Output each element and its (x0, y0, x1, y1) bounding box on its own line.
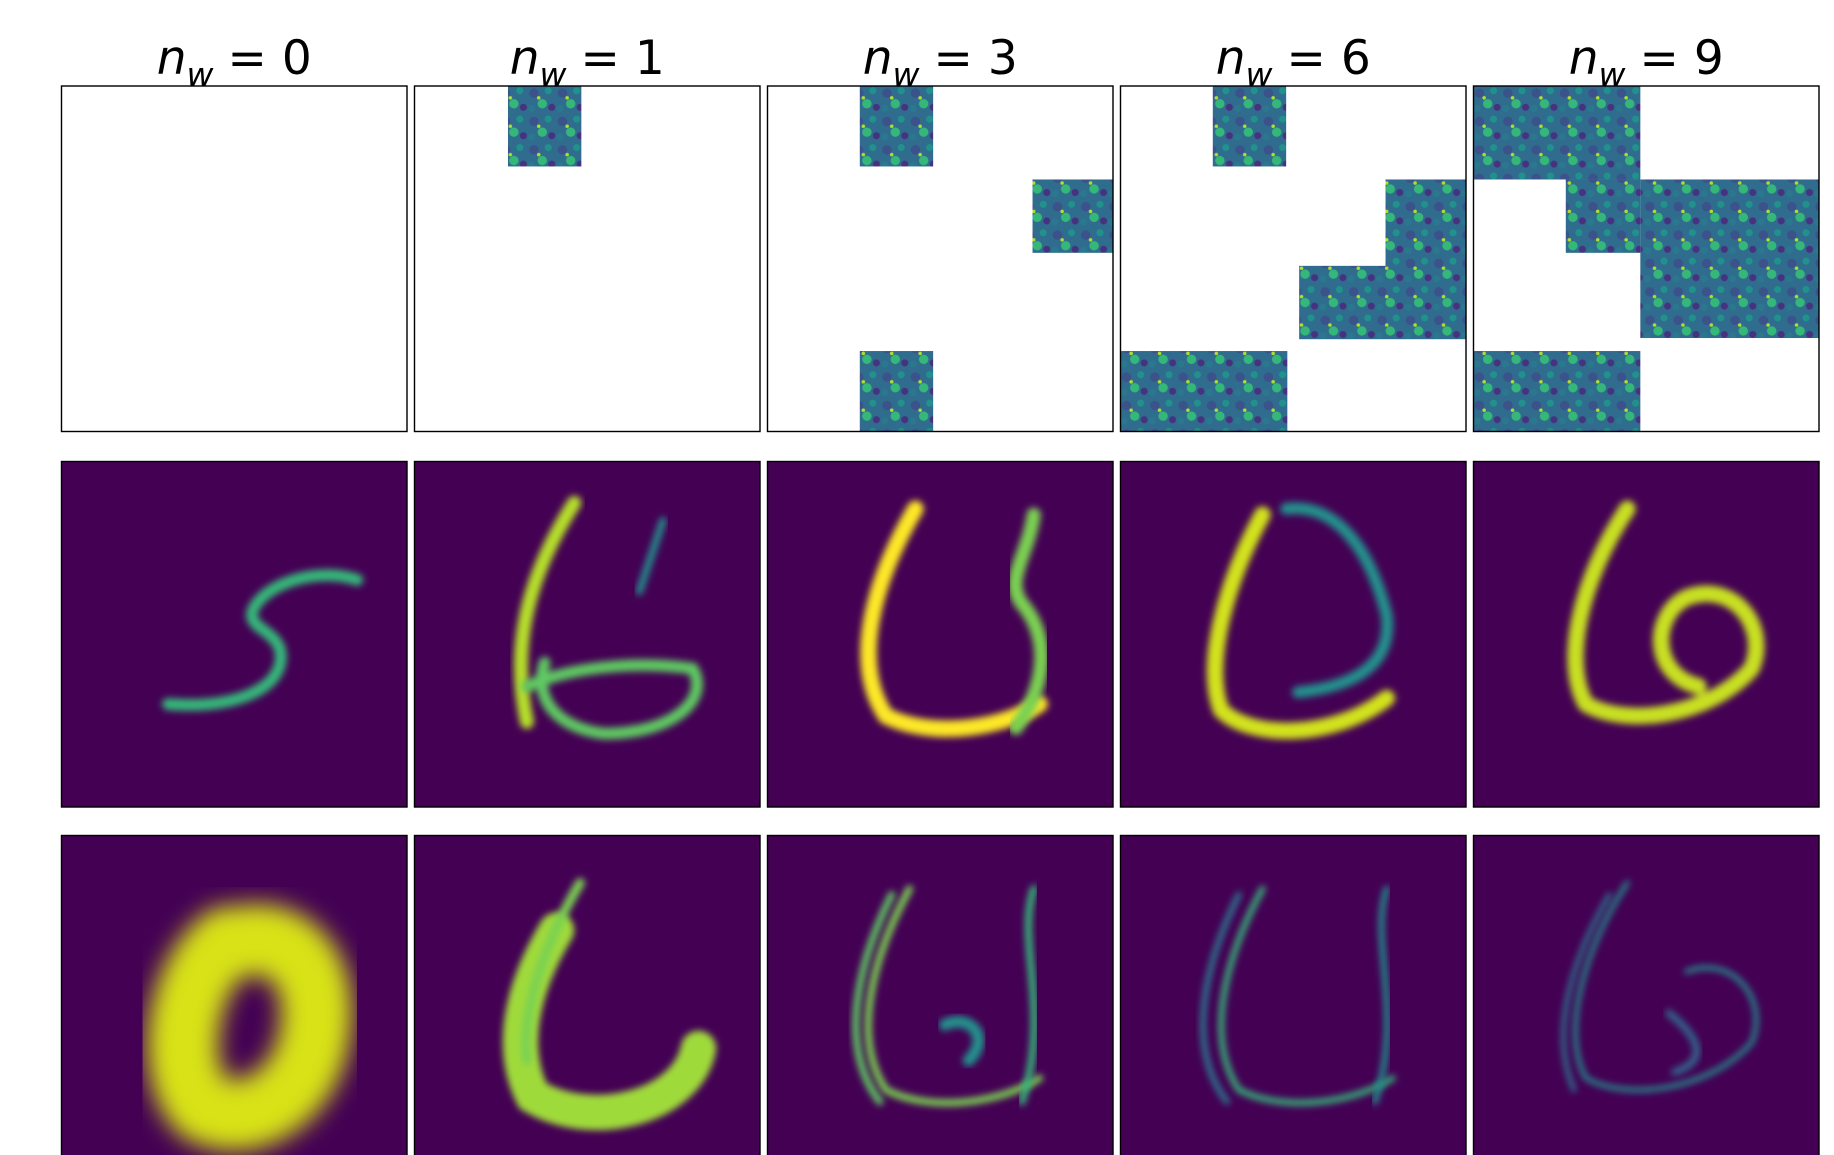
panel-content (1121, 86, 1467, 432)
panel (62, 836, 408, 1155)
panel-content (415, 836, 761, 1155)
title-equals: = 9 (1640, 31, 1724, 86)
title-equals: = 0 (228, 31, 312, 86)
panel-content (768, 836, 1114, 1155)
observed-patch (1121, 351, 1288, 431)
title-equals: = 6 (1287, 31, 1371, 86)
observed-patch (860, 351, 933, 431)
panel-bg (768, 836, 1114, 1155)
observed-patch (508, 86, 581, 166)
panel (415, 86, 761, 432)
title-symbol: n (157, 31, 187, 86)
column-title: nw= 1 (510, 31, 665, 94)
column-title: nw= 9 (1569, 31, 1724, 94)
column-title: nw= 0 (157, 31, 312, 94)
panel (768, 836, 1114, 1155)
panel-content (415, 86, 761, 432)
panel-bg (768, 86, 1114, 432)
panel-content (1474, 836, 1820, 1155)
panel (768, 462, 1114, 808)
title-equals: = 1 (581, 31, 665, 86)
panel-content (768, 462, 1114, 808)
panel-content (62, 86, 408, 432)
panel (1121, 836, 1467, 1155)
panel-bg (1121, 836, 1467, 1155)
panel (1121, 462, 1467, 808)
observed-patch (1474, 351, 1641, 431)
figure: nw= 0 nw= 1 nw= 3 nw= 6 nw= 9 (0, 0, 1834, 1155)
panel-bg (1474, 462, 1820, 808)
observed-patch (860, 86, 933, 166)
observed-patch (1566, 179, 1641, 252)
observed-patch (1213, 86, 1286, 166)
panel (1121, 86, 1467, 432)
panel-bg (768, 462, 1114, 808)
panel (415, 462, 761, 808)
panel (62, 462, 408, 808)
panel (1474, 462, 1820, 808)
title-symbol: n (1569, 31, 1599, 86)
panel-content (415, 462, 761, 808)
observed-patch (1033, 179, 1113, 252)
panel-bg (62, 462, 408, 808)
panel (62, 86, 408, 432)
panel (768, 86, 1114, 432)
panel-bg (415, 462, 761, 808)
title-symbol: n (863, 31, 893, 86)
observed-patch (1299, 266, 1466, 339)
title-symbol: n (510, 31, 540, 86)
panel-content (1474, 86, 1820, 432)
panel-bg (1474, 836, 1820, 1155)
panel (1474, 836, 1820, 1155)
column-title: nw= 3 (863, 31, 1018, 94)
title-symbol: n (1216, 31, 1246, 86)
panel-content (768, 86, 1114, 432)
panel-content (62, 462, 408, 808)
panel-content (1121, 462, 1467, 808)
panel-bg (415, 86, 761, 432)
panel (1474, 86, 1820, 432)
title-equals: = 3 (934, 31, 1018, 86)
observed-patch (1474, 86, 1641, 179)
panel-content (1474, 462, 1820, 808)
panel-content (62, 836, 408, 1155)
column-title: nw= 6 (1216, 31, 1371, 94)
panel-bg (62, 86, 408, 432)
panel (415, 836, 761, 1155)
observed-patch (1640, 179, 1819, 338)
panel-content (1121, 836, 1467, 1155)
